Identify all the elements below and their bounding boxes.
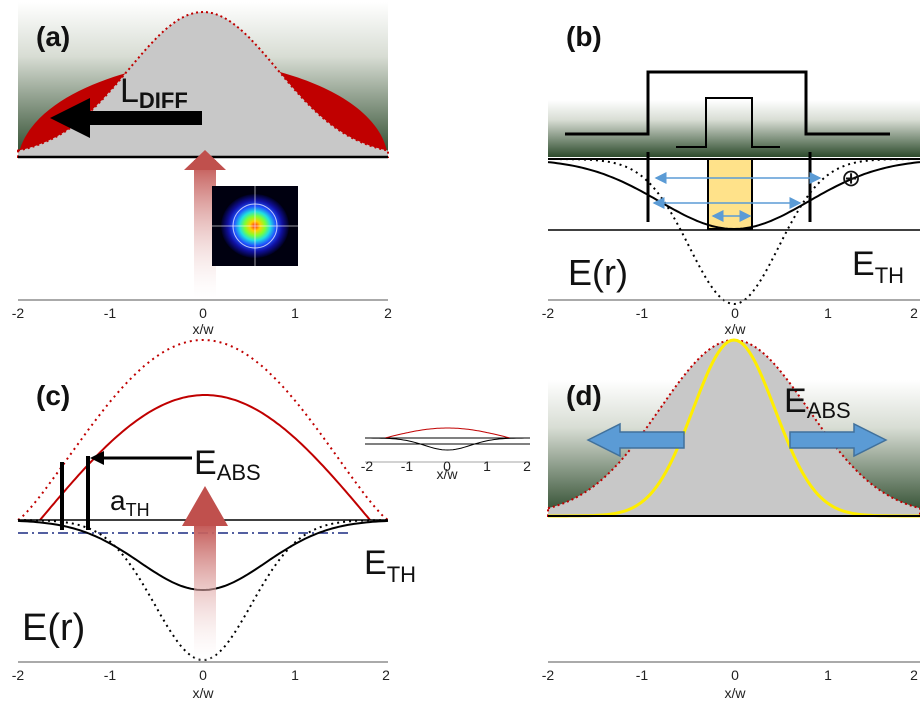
tick-label: -1 <box>636 305 649 321</box>
panel-b-symbol: ⊕ <box>841 165 861 192</box>
panel-c-e-label: E(r) <box>22 607 85 649</box>
inset-tick: 1 <box>483 458 491 474</box>
panel-b-e-curve <box>547 161 920 231</box>
inset-tick: 0 <box>443 458 451 474</box>
panel-b-eth-label: ETH <box>852 245 904 288</box>
panel-c-ath-label: aTH <box>110 485 150 520</box>
inset-tick: -2 <box>361 458 374 474</box>
panel-c-xlabel: x/w <box>193 685 215 701</box>
tick-label: 0 <box>199 305 207 321</box>
panel-d-ticks: -2 -1 0 1 2 <box>542 667 918 683</box>
panel-c-label: (c) <box>36 380 70 411</box>
tick-label: 0 <box>731 305 739 321</box>
panel-c-beam-arrow-head <box>182 486 228 526</box>
panel-c-eabs-label: EABS <box>194 444 261 485</box>
panel-b-top-hat-inner <box>676 97 780 148</box>
panel-a-beam-arrow-shaft <box>194 160 216 298</box>
panel-c-ticks: -2 -1 0 1 2 <box>12 667 390 683</box>
panel-a-xlabel: x/w <box>193 321 215 337</box>
tick-label: -2 <box>542 667 555 683</box>
tick-label: 1 <box>291 305 299 321</box>
tick-label: -2 <box>12 667 25 683</box>
panel-b-top-hat-outer <box>565 70 890 136</box>
panel-a-label: (a) <box>36 21 70 52</box>
panel-b-xlabel: x/w <box>725 321 747 337</box>
panel-d-label: (d) <box>566 380 602 411</box>
tick-label: 1 <box>824 305 832 321</box>
tick-label: -1 <box>636 667 649 683</box>
panel-d-yellow-curve <box>548 338 920 518</box>
panel-b-ticks: -2 -1 0 1 2 <box>542 305 918 321</box>
panel-a-beam-arrow-head <box>184 150 226 170</box>
tick-label: 2 <box>910 305 918 321</box>
panel-c-dotted-curve <box>18 519 388 662</box>
tick-label: 1 <box>291 667 299 683</box>
tick-label: 2 <box>382 667 390 683</box>
tick-label: 0 <box>731 667 739 683</box>
panel-d: EABS -2 -1 0 1 2 x/w (d) <box>542 338 920 701</box>
panel-c-eth-label: ETH <box>364 544 416 587</box>
tick-label: -1 <box>104 667 117 683</box>
tick-label: 2 <box>910 667 918 683</box>
panel-c: EABS aTH ETH E(r) -2 -1 0 1 2 x/w -2 -1 … <box>12 338 531 701</box>
panel-a-ticks: -2 -1 0 1 2 <box>12 305 392 321</box>
panel-b-highlight <box>707 158 753 230</box>
panel-c-abs-arrow-head <box>90 451 104 465</box>
tick-label: -2 <box>12 305 25 321</box>
inset-tick: -1 <box>401 458 414 474</box>
panel-a: LDIFF -2 -1 0 1 2 x/w (a) <box>12 2 392 337</box>
tick-label: -2 <box>542 305 555 321</box>
tick-label: -1 <box>104 305 117 321</box>
panel-d-left-arrow <box>586 422 685 458</box>
l-diff-arrow <box>50 98 202 138</box>
panel-b-e-label: E(r) <box>568 252 628 293</box>
panel-d-xlabel: x/w <box>725 685 747 701</box>
beam-profile-inset <box>212 186 298 266</box>
inset-xlabel: x/w <box>437 466 459 482</box>
panel-d-gaussian <box>547 338 920 517</box>
panel-b-label: (b) <box>566 21 602 52</box>
l-diff-label: LDIFF <box>120 72 188 113</box>
panel-b-background <box>548 100 920 157</box>
tick-label: 1 <box>824 667 832 683</box>
inset-black-curve <box>365 437 530 451</box>
inset-red-curve <box>384 427 511 439</box>
panel-d-right-arrow <box>789 422 888 458</box>
panel-c-inset: -2 -1 0 1 2 x/w <box>361 427 531 482</box>
panel-c-dotted-red-curve <box>17 338 389 521</box>
panel-d-eabs-label: EABS <box>784 382 851 423</box>
panel-b-dotted-curve <box>548 158 920 306</box>
panel-b: ⊕ E(r) ETH -2 -1 0 1 2 x/w (b) <box>542 21 920 337</box>
tick-label: 0 <box>199 667 207 683</box>
inset-tick: 2 <box>523 458 531 474</box>
tick-label: 2 <box>384 305 392 321</box>
panel-c-beam-arrow-shaft <box>194 520 216 660</box>
